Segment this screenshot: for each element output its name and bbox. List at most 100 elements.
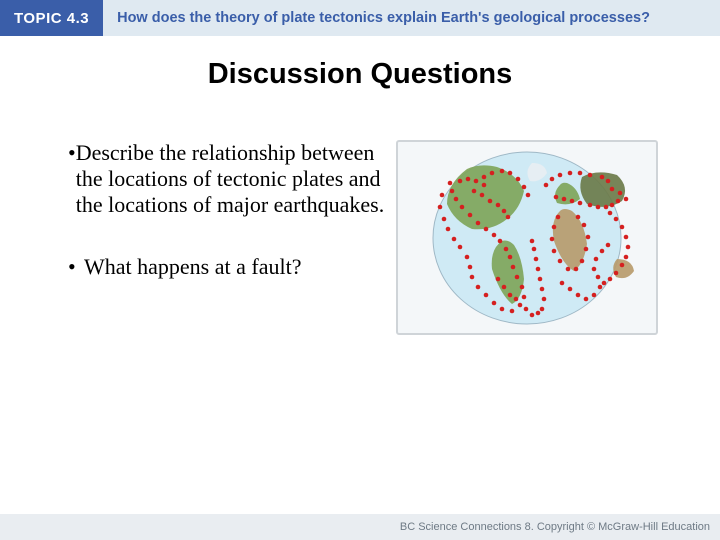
earthquake-dot xyxy=(560,280,565,285)
earthquake-dot xyxy=(524,306,529,311)
earthquake-dot xyxy=(550,176,555,181)
earthquake-dot xyxy=(492,232,497,237)
earthquake-dot xyxy=(468,264,473,269)
earthquake-dot xyxy=(520,284,525,289)
earthquake-dot xyxy=(586,234,591,239)
earthquake-dot xyxy=(522,184,527,189)
earthquake-dot xyxy=(442,216,447,221)
question-text: Describe the relationship between the lo… xyxy=(76,140,388,218)
earthquake-dot xyxy=(454,196,459,201)
earthquake-dot xyxy=(592,266,597,271)
earthquake-dot xyxy=(468,212,473,217)
earthquake-dot xyxy=(596,274,601,279)
earthquake-dot xyxy=(498,238,503,243)
earthquake-dot xyxy=(500,168,505,173)
earthquake-dot xyxy=(502,284,507,289)
footer-bar: BC Science Connections 8. Copyright © Mc… xyxy=(0,514,720,540)
earthquake-dot xyxy=(602,280,607,285)
earthquake-dot xyxy=(584,296,589,301)
earthquake-dot xyxy=(448,180,453,185)
earthquake-dot xyxy=(596,204,601,209)
earthquake-dot xyxy=(518,302,523,307)
earthquake-dot xyxy=(558,172,563,177)
earthquake-dot xyxy=(578,170,583,175)
list-item: • What happens at a fault? xyxy=(68,254,388,280)
earthquake-dot xyxy=(522,294,527,299)
earthquake-dot xyxy=(508,254,513,259)
earthquake-dot xyxy=(496,276,501,281)
earthquake-dot xyxy=(452,236,457,241)
earthquake-dot xyxy=(511,264,516,269)
earthquake-dot xyxy=(588,202,593,207)
earthquake-dot xyxy=(624,234,629,239)
earthquake-dot xyxy=(496,202,501,207)
earthquake-dot xyxy=(530,312,535,317)
list-item: • Describe the relationship between the … xyxy=(68,140,388,218)
earthquake-dot xyxy=(508,292,513,297)
topic-question-text: How does the theory of plate tectonics e… xyxy=(117,10,650,26)
slide-title: Discussion Questions xyxy=(0,58,720,91)
earthquake-dot xyxy=(536,266,541,271)
earthquake-dot xyxy=(536,310,541,315)
earthquake-dot xyxy=(558,258,563,263)
earthquake-dot xyxy=(540,286,545,291)
earthquake-dot xyxy=(530,238,535,243)
earthquake-dot xyxy=(526,192,531,197)
earthquake-dot xyxy=(594,256,599,261)
footer-text: BC Science Connections 8. Copyright © Mc… xyxy=(400,521,710,533)
earthquake-dot xyxy=(550,236,555,241)
earthquake-dot xyxy=(542,296,547,301)
globe-svg xyxy=(412,149,642,327)
earthquake-dot xyxy=(500,306,505,311)
earthquake-dot xyxy=(568,286,573,291)
earthquake-dot xyxy=(484,292,489,297)
earthquake-dot xyxy=(614,216,619,221)
earthquake-dot xyxy=(515,274,520,279)
earthquake-dot xyxy=(620,262,625,267)
earthquake-dot xyxy=(618,190,623,195)
earthquake-dot xyxy=(600,174,605,179)
earthquake-dot xyxy=(624,254,629,259)
earthquake-dot xyxy=(540,306,545,311)
bullet-icon: • xyxy=(68,254,84,280)
earthquake-dot xyxy=(610,186,615,191)
earthquake-dot xyxy=(508,170,513,175)
top-bar: TOPIC 4.3 How does the theory of plate t… xyxy=(0,0,720,36)
earthquake-dot xyxy=(450,188,455,193)
earthquake-dot xyxy=(556,214,561,219)
earthquake-dot xyxy=(604,204,609,209)
earthquake-dot xyxy=(476,284,481,289)
earthquake-dot xyxy=(620,224,625,229)
earthquake-dot xyxy=(574,266,579,271)
earthquake-dot xyxy=(446,226,451,231)
earthquake-dot xyxy=(610,202,615,207)
earthquake-dot xyxy=(504,246,509,251)
earthquake-dot xyxy=(544,182,549,187)
earthquake-dot xyxy=(534,256,539,261)
earthquake-dot xyxy=(514,296,519,301)
earthquake-dot xyxy=(532,246,537,251)
earthquake-dot xyxy=(472,188,477,193)
earthquake-dot xyxy=(576,292,581,297)
earthquake-dot xyxy=(568,170,573,175)
earthquake-dot xyxy=(438,204,443,209)
earthquake-dot xyxy=(608,210,613,215)
earthquake-dot xyxy=(516,176,521,181)
earthquake-dot xyxy=(598,284,603,289)
earthquake-dot xyxy=(470,274,475,279)
earthquake-dot xyxy=(460,204,465,209)
earthquake-dot xyxy=(440,192,445,197)
earthquake-dot xyxy=(570,198,575,203)
earthquake-dot xyxy=(578,200,583,205)
earthquake-dot xyxy=(490,170,495,175)
earthquake-dot xyxy=(588,172,593,177)
earthquake-dot xyxy=(606,242,611,247)
earthquake-dot xyxy=(488,198,493,203)
earthquake-dot xyxy=(480,192,485,197)
earthquake-dot xyxy=(482,174,487,179)
earthquake-dot xyxy=(614,270,619,275)
earthquake-dot xyxy=(538,276,543,281)
earthquake-map xyxy=(396,140,658,335)
bullet-icon: • xyxy=(68,140,76,218)
earthquake-dot xyxy=(562,196,567,201)
